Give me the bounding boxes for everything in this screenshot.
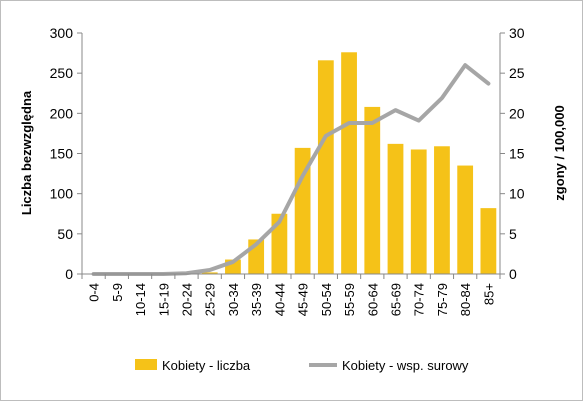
y-tick-label: 50 — [57, 226, 73, 242]
legend-swatch-bar — [135, 359, 157, 370]
x-tick-label: 85+ — [481, 283, 496, 305]
legend-label-bar: Kobiety - liczba — [162, 358, 251, 373]
y-tick-label: 0 — [65, 266, 73, 282]
x-tick-label: 55-59 — [342, 283, 357, 316]
bar-65-69 — [387, 143, 404, 274]
x-tick-label: 20-24 — [180, 283, 195, 316]
y2-tick-label: 10 — [509, 186, 525, 202]
x-tick-label: 70-74 — [412, 283, 427, 316]
bar-60-64 — [364, 106, 381, 274]
line-layer — [91, 63, 491, 276]
y2-tick-label: 30 — [509, 25, 525, 41]
x-tick-label: 75-79 — [435, 283, 450, 316]
y-tick-label: 200 — [50, 105, 74, 121]
bar-80-84 — [457, 165, 474, 274]
y2-tick-label: 20 — [509, 105, 525, 121]
y-axis-label: Liczba bezwzględna — [19, 90, 34, 215]
bar-40-44 — [271, 213, 288, 274]
bar-70-74 — [410, 149, 427, 274]
y-tick-label: 250 — [50, 65, 74, 81]
x-tick-label: 15-19 — [156, 283, 171, 316]
x-tick-label: 25-29 — [203, 283, 218, 316]
bars-layer — [201, 52, 497, 275]
x-tick-label: 10-14 — [133, 283, 148, 316]
bar-55-59 — [341, 52, 357, 274]
x-tick-label: 65-69 — [389, 283, 404, 316]
x-tick-label: 80-84 — [458, 283, 473, 316]
legend: Kobiety - liczba Kobiety - wsp. surowy — [135, 358, 469, 373]
y2-tick-label: 0 — [509, 266, 517, 282]
bar-85+ — [480, 208, 497, 274]
x-tick-label: 5-9 — [110, 283, 125, 302]
bar-50-54 — [317, 60, 334, 275]
x-tick-label: 35-39 — [249, 283, 264, 316]
bar-75-79 — [434, 146, 450, 274]
y2-tick-label: 15 — [509, 146, 525, 162]
y2-tick-label: 5 — [509, 226, 517, 242]
x-tick-label: 40-44 — [272, 283, 287, 316]
y-tick-label: 300 — [50, 25, 74, 41]
x-tick-label: 50-54 — [319, 283, 334, 316]
axes-layer: 0 50 100 150 200 250 300 0 5 10 15 20 25 30 0-4 5-9 10-1… — [50, 25, 525, 316]
y2-axis-label: zgony / 100,000 — [552, 105, 567, 200]
x-tick-label: 45-49 — [296, 283, 311, 316]
x-tick-label: 30-34 — [226, 283, 241, 316]
line-series — [91, 63, 491, 276]
x-tick-label: 0-4 — [87, 283, 102, 302]
x-tick-label: 60-64 — [365, 283, 380, 316]
y2-tick-label: 25 — [509, 65, 525, 81]
y-tick-label: 100 — [50, 186, 74, 202]
bar-25-29 — [201, 272, 218, 274]
y-tick-label: 150 — [50, 146, 74, 162]
legend-label-line: Kobiety - wsp. surowy — [342, 358, 469, 373]
